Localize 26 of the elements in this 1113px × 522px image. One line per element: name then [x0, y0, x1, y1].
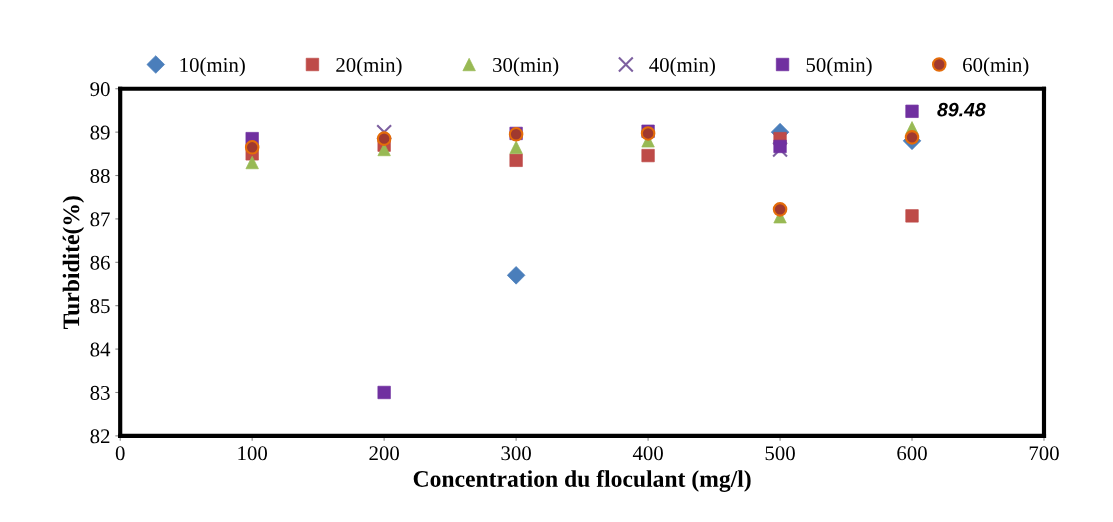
x-tick-label: 200	[369, 446, 399, 461]
x-tick-label: 500	[765, 446, 795, 461]
x-tick-label: 100	[238, 446, 267, 461]
y-tick-label: 82	[90, 429, 110, 444]
legend-label: 40(min)	[649, 57, 715, 77]
x-tick-label: 400	[632, 446, 663, 461]
x-tick-label: 0	[115, 446, 125, 461]
x-tick-label: 600	[897, 446, 927, 461]
legend-label: 50(min)	[806, 57, 872, 77]
y-tick-label: 88	[90, 168, 110, 183]
x-tick-label: 300	[501, 446, 531, 461]
x-tick-label: 700	[1029, 446, 1059, 461]
y-tick-label: 87	[90, 212, 110, 227]
legend-label: 30(min)	[493, 57, 559, 77]
y-tick-label: 83	[90, 385, 110, 400]
legend-label: 10(min)	[180, 57, 245, 77]
annotation: 89.48	[937, 102, 986, 117]
y-tick-label: 85	[90, 299, 110, 314]
y-axis-title: Turbidité(%)	[62, 196, 85, 330]
y-tick-label: 84	[90, 342, 111, 357]
y-tick-label: 89	[90, 125, 110, 140]
legend-label: 20(min)	[336, 57, 402, 77]
legend-label: 60(min)	[963, 57, 1029, 77]
y-tick-label: 86	[90, 255, 110, 270]
x-axis-title: Concentration du floculant (mg/l)	[413, 470, 751, 492]
y-tick-label: 90	[90, 82, 110, 97]
